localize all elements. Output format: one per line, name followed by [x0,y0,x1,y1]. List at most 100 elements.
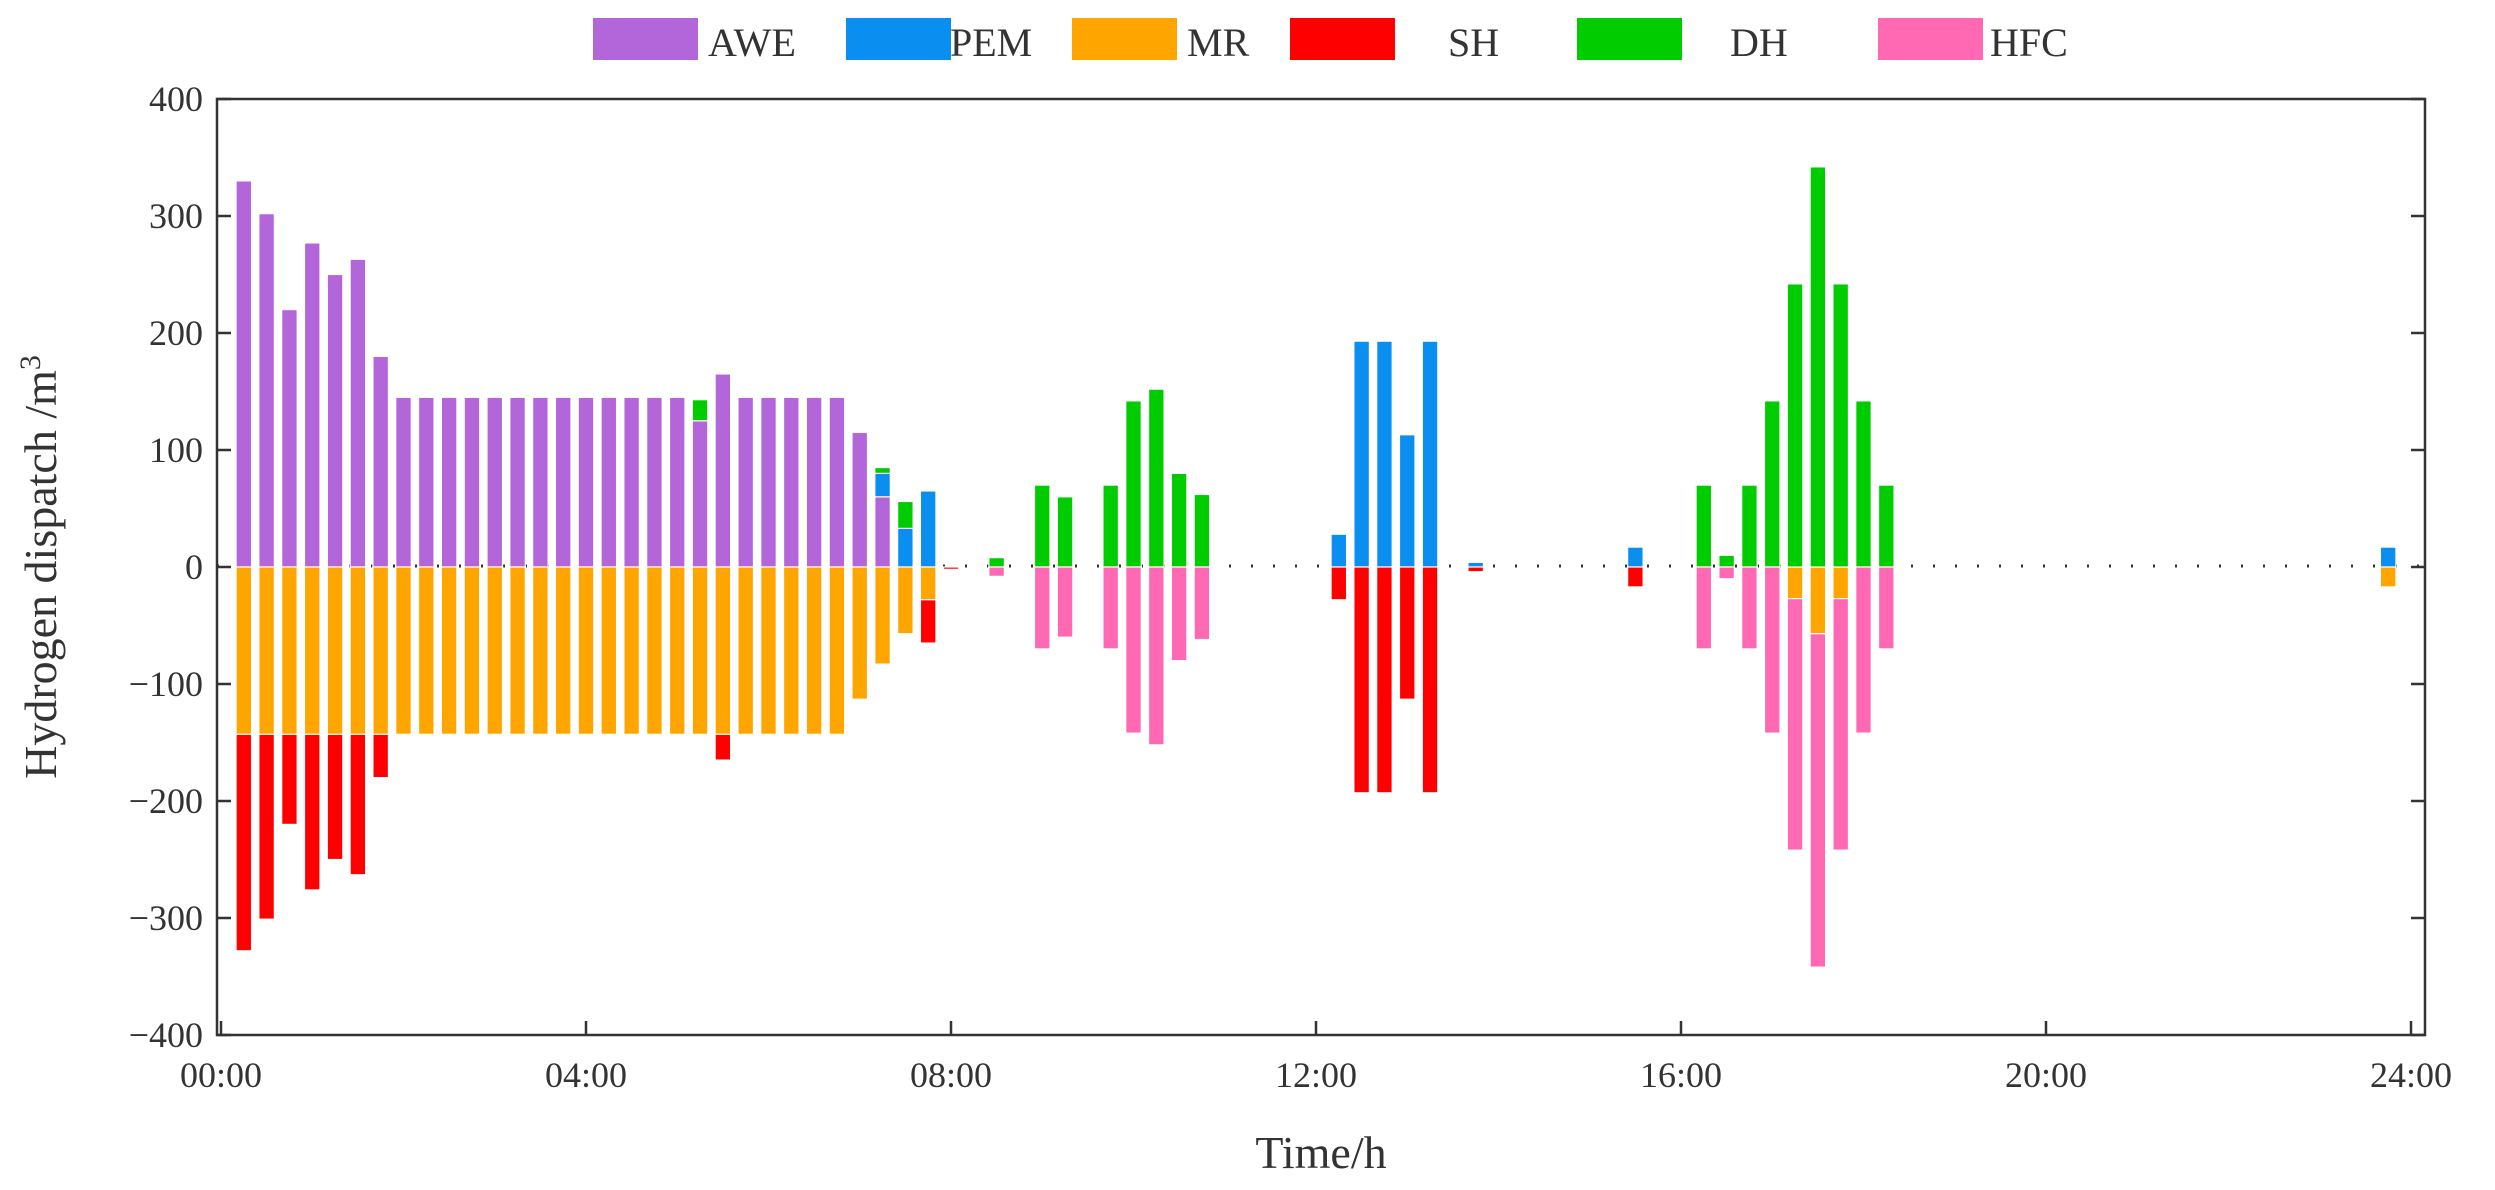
y-tick-label-4: 0 [185,547,203,587]
legend-label-mr: MR [1187,20,1250,65]
x-tick-label-1: 04:00 [545,1055,627,1095]
bar-awe-23 [760,396,777,568]
bar-dh-9 [1170,472,1188,568]
bar-dh-6 [1102,484,1120,568]
bar-awe-28 [874,496,891,568]
bar-mr-20 [691,566,709,735]
bar-hfc-0 [988,566,1005,577]
legend-swatch-sh [1290,18,1395,60]
bar-mr-22 [737,566,755,735]
bar-hfc-11 [1763,566,1781,734]
bar-mr-3 [303,566,321,735]
bar-hfc-6 [1170,566,1188,662]
bar-awe-21 [714,373,732,568]
bar-sh-0 [235,733,253,952]
y-tick-label-6: −200 [129,781,203,821]
legend-swatch-mr [1072,18,1177,60]
x-tick-label-3: 12:00 [1275,1055,1357,1095]
bar-dh-11 [1695,484,1713,568]
bar-hfc-13 [1809,633,1827,968]
bar-mr-2 [281,566,298,735]
bar-dh-1 [874,466,891,474]
bar-awe-24 [782,396,800,568]
bar-sh-7 [714,733,732,761]
bar-hfc-8 [1695,566,1713,650]
y-tick-label-3: 100 [149,430,203,470]
bar-sh-12 [1376,566,1393,794]
y-tick-label-7: −300 [129,898,203,938]
legend-swatch-pem [846,18,951,60]
bar-hfc-2 [1056,566,1074,638]
bar-awe-2 [281,309,298,568]
bars-layer [235,166,2397,968]
legend-item-sh: SH [1290,18,1499,65]
y-tick-label-5: −100 [129,664,203,704]
bar-sh-8 [919,599,937,644]
bar-awe-6 [372,355,390,568]
bar-sh-10 [1330,566,1348,601]
bar-hfc-12 [1786,597,1804,851]
bar-mr-24 [782,566,800,735]
bar-mr-6 [372,566,390,735]
x-tick-label-4: 16:00 [1640,1055,1722,1095]
bar-awe-22 [737,396,755,568]
bar-mr-19 [668,566,686,735]
bar-mr-12 [509,566,526,735]
bar-mr-34 [2379,566,2397,588]
bar-pem-0 [874,472,891,498]
bar-mr-0 [235,566,253,735]
legend-label-dh: DH [1730,20,1788,65]
bar-mr-17 [623,566,640,735]
bar-hfc-10 [1741,566,1758,650]
legend-label-pem: PEM [950,20,1032,65]
bar-mr-30 [919,566,937,601]
y-tick-label-1: 300 [149,196,203,236]
bar-mr-7 [395,566,412,735]
bar-pem-4 [1353,340,1370,568]
bar-dh-4 [1033,484,1051,568]
x-axis-title: Time/h [1255,1127,1386,1178]
bar-sh-4 [326,733,344,861]
bar-sh-3 [303,733,321,891]
bar-awe-27 [851,431,869,568]
bar-mr-8 [417,566,435,735]
bar-hfc-3 [1102,566,1120,650]
bar-awe-19 [668,396,686,568]
x-tick-label-2: 08:00 [910,1055,992,1095]
y-tick-label-2: 200 [149,313,203,353]
bar-pem-3 [1330,533,1348,568]
legend-item-awe: AWE [593,18,796,65]
bar-awe-25 [805,396,823,568]
bar-awe-20 [691,420,709,568]
x-tick-label-5: 20:00 [2005,1055,2087,1095]
bar-dh-13 [1741,484,1758,568]
bar-awe-14 [554,396,572,568]
bar-sh-5 [349,733,367,876]
bar-dh-19 [1877,484,1895,568]
bar-awe-26 [828,396,846,568]
bar-mr-32 [1809,566,1827,635]
bar-pem-6 [1398,434,1416,568]
y-axis-title: Hydrogen dispatch /m3 [14,355,66,779]
bar-sh-2 [281,733,298,825]
bar-mr-11 [486,566,504,735]
bar-mr-10 [463,566,481,735]
y-tick-label-8: −400 [129,1015,203,1055]
bar-hfc-15 [1855,566,1872,734]
bar-sh-6 [372,733,390,779]
bar-mr-33 [1832,566,1850,600]
bar-hfc-9 [1718,566,1735,580]
bar-pem-7 [1421,340,1439,568]
bar-mr-5 [349,566,367,735]
bar-mr-1 [258,566,275,735]
bar-dh-2 [897,500,914,529]
legend-label-hfc: HFC [1990,20,2068,65]
bar-mr-14 [554,566,572,735]
bar-dh-17 [1832,283,1850,568]
legend-item-dh: DH [1577,18,1788,65]
bar-awe-16 [600,396,618,568]
bar-pem-8 [1467,561,1485,568]
bar-sh-14 [1421,566,1439,794]
bar-sh-11 [1353,566,1370,794]
